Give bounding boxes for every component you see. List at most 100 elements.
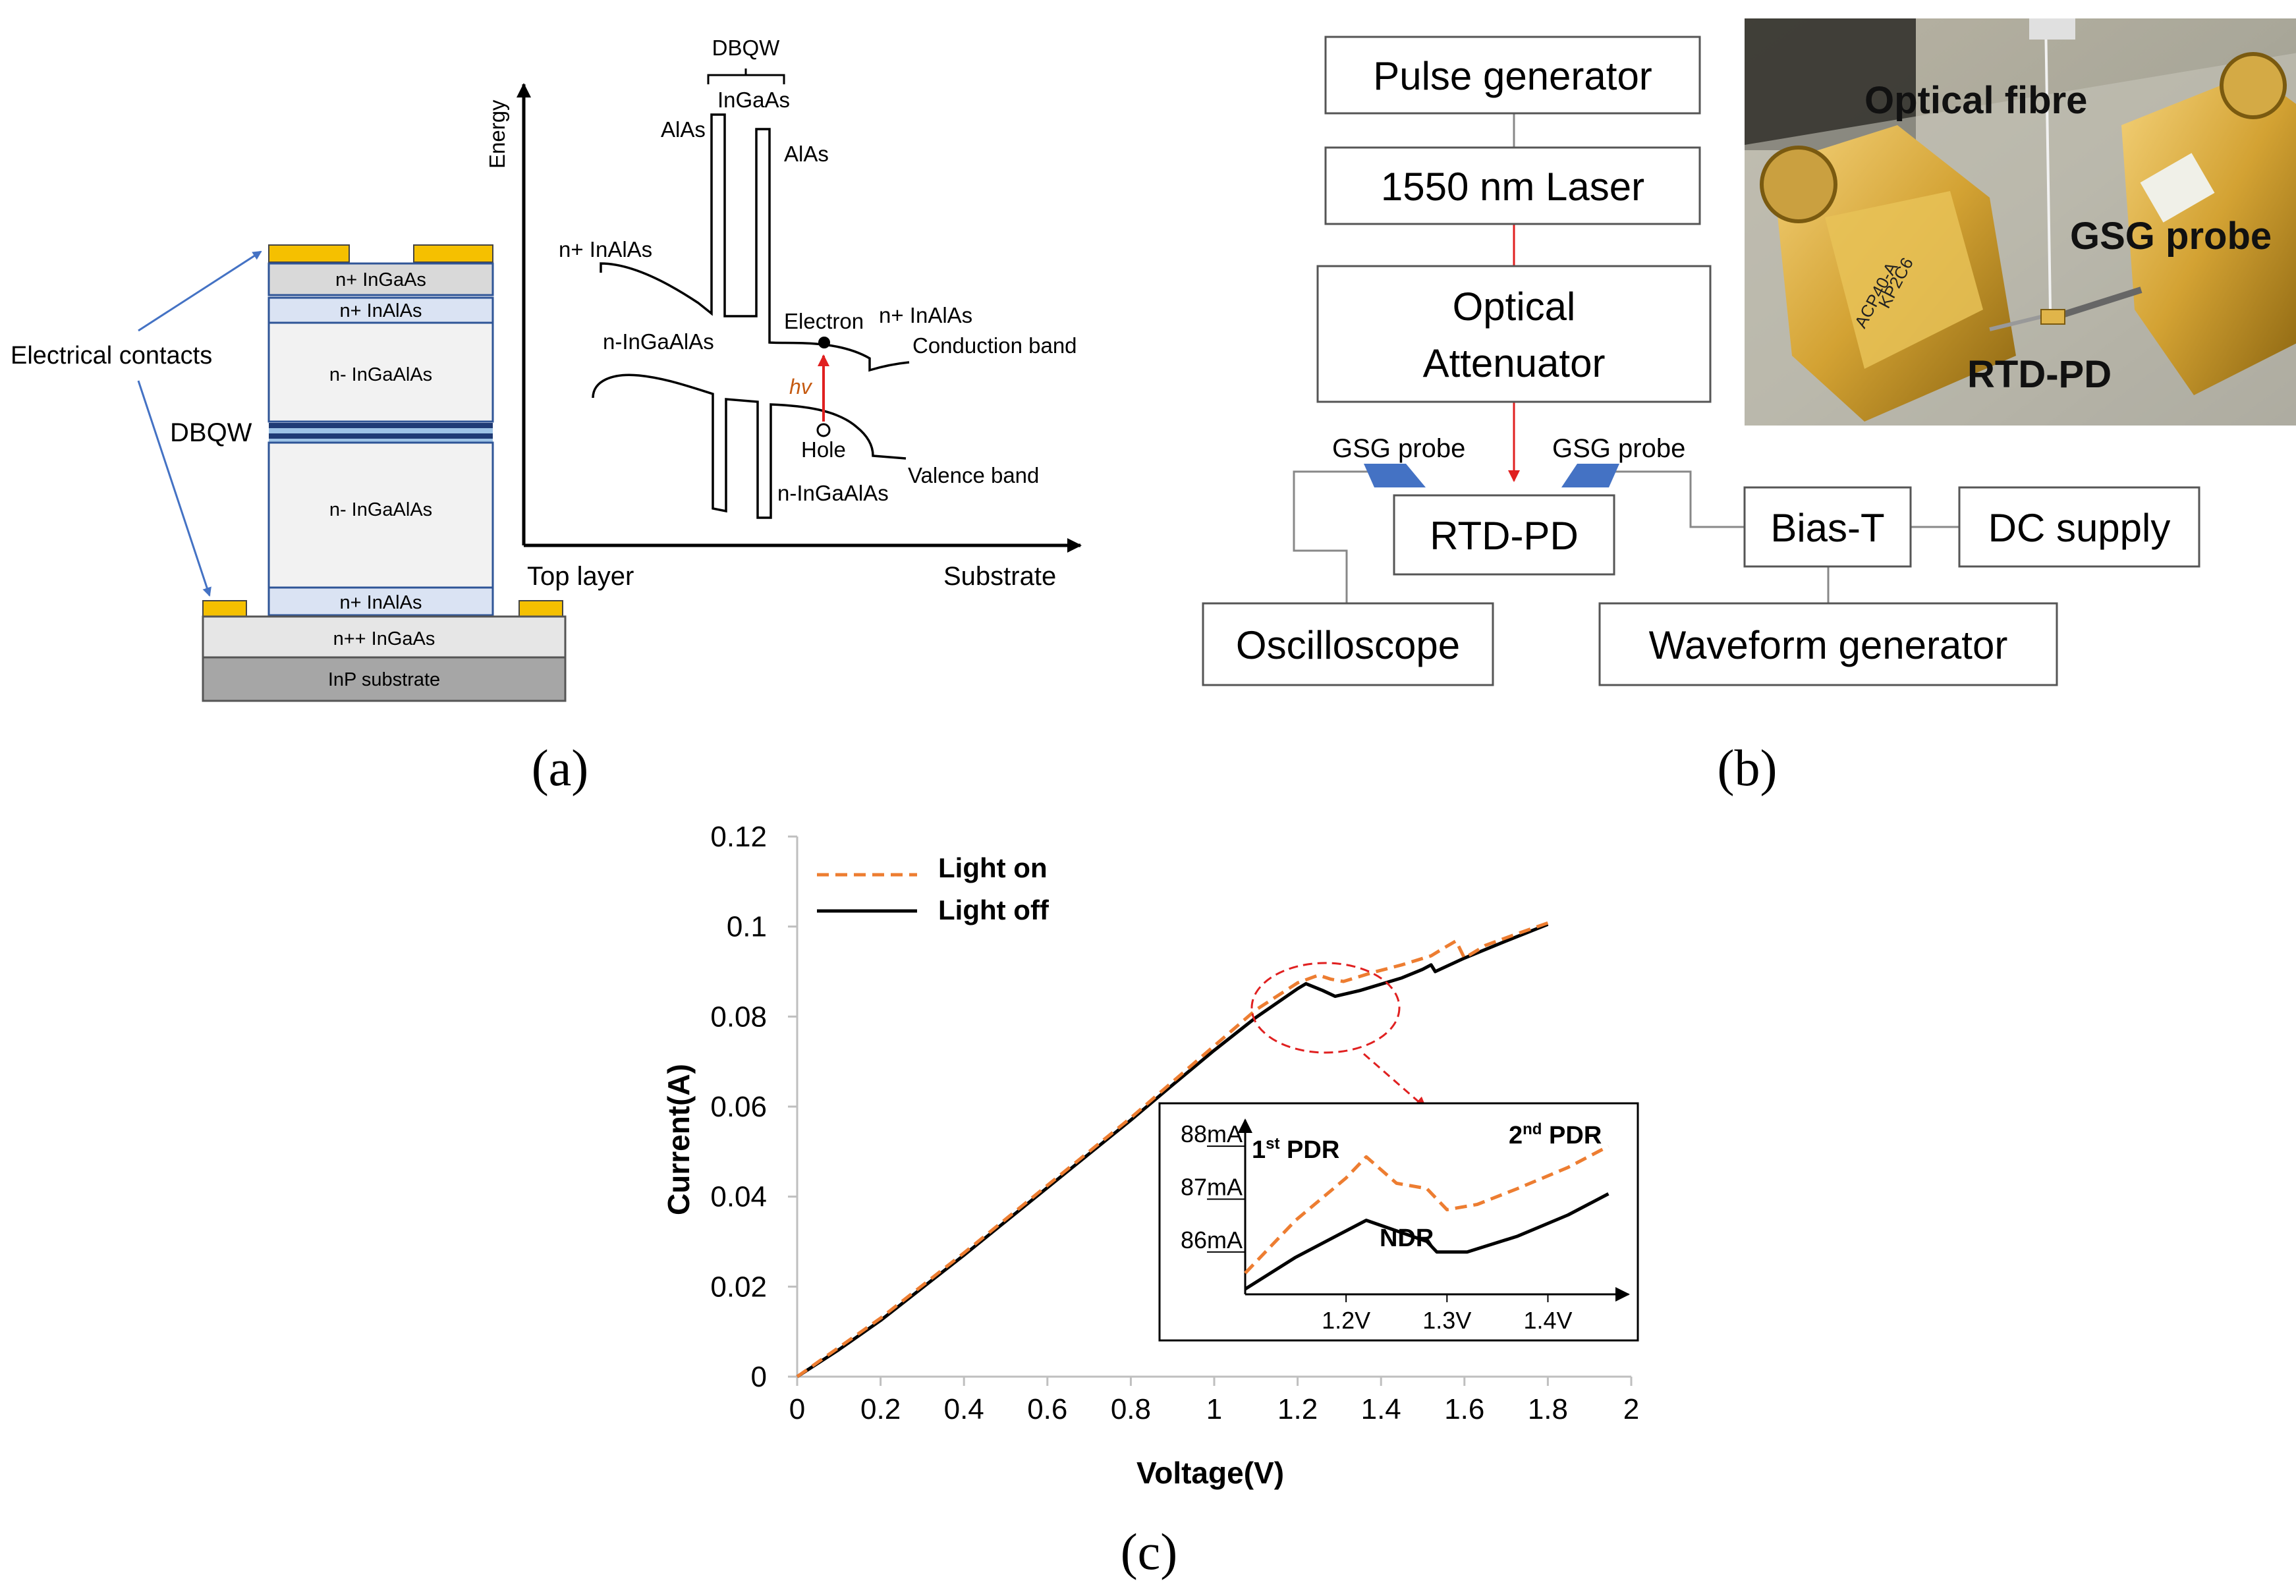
annotation-2nd-pdr-text: 2nd PDR — [1509, 1120, 1602, 1149]
valence-band-label: Valence band — [908, 463, 1039, 487]
gsg-probe-right — [1561, 464, 1619, 487]
fibre-holder — [2029, 18, 2075, 40]
gsg-probe-right-label: GSG probe — [1552, 434, 1685, 463]
zoom-highlight-ellipse — [1250, 962, 1401, 1054]
zoom-pointer-arrow — [1363, 1053, 1427, 1109]
panel-c-label: (c) — [1121, 1523, 1178, 1580]
layer-label: n+ InAlAs — [340, 300, 422, 321]
annotation-1st-pdr-text: 1st PDR — [1252, 1135, 1339, 1164]
annotation-2nd-pdr: 2nd PDR — [1509, 1120, 1602, 1149]
series-light-off — [796, 922, 1549, 1379]
x-axis-title: Voltage(V) — [1136, 1456, 1284, 1490]
contact-arrow-bottom — [137, 380, 211, 597]
inset-y-tick-label: 87mA — [1181, 1173, 1243, 1200]
main-chart-plot: 0 0.2 0.4 0.6 0.8 1 1.2 1.4 1.6 1.8 2 0 0.02 0.04 0.06… — [710, 821, 1639, 1425]
inset-frame — [1158, 1102, 1639, 1342]
y-tick-label: 0 — [751, 1361, 767, 1393]
layer-stack: n+ InGaAs n+ InAlAs n- InGaAlAs n- InGaA… — [11, 244, 567, 702]
panel-a-label: (a) — [532, 739, 589, 796]
photo-gsg-probe-label: GSG probe — [2070, 215, 2272, 258]
layer-n-minus-ingaalas-top — [267, 321, 494, 423]
oscilloscope-line — [1293, 470, 1372, 603]
contact-arrow-top — [138, 250, 262, 332]
inset-x-tick-label: 1.4V — [1523, 1307, 1572, 1334]
top-contact-right — [413, 244, 493, 263]
x-tick-label: 0.8 — [1111, 1393, 1151, 1425]
attenuator-label-2: Attenuator — [1423, 341, 1606, 385]
dbqw-well — [269, 428, 493, 433]
well-label: InGaAs — [717, 88, 790, 112]
legend-light-on-label: Light on — [938, 852, 1048, 883]
right-probe-body — [2121, 72, 2296, 395]
layer-inp-substrate — [202, 656, 567, 702]
n-plus-inalas-right: n+ InAlAs — [879, 303, 972, 327]
dbqw-label: DBQW — [170, 418, 252, 447]
bias-t-box — [1743, 486, 1912, 568]
y-axis-title: Current(A) — [661, 1064, 696, 1215]
photon-label: hv — [789, 375, 813, 399]
barrier-left-label: AlAs — [661, 117, 706, 142]
top-contact-left — [268, 244, 350, 263]
oscilloscope-label: Oscilloscope — [1236, 623, 1460, 667]
inset-x-tick-label: 1.2V — [1322, 1307, 1370, 1334]
x-tick-label: 1.2 — [1277, 1393, 1318, 1425]
annotation-ndr: NDR — [1380, 1225, 1434, 1252]
dbqw-spacer — [269, 439, 493, 443]
x-tick-label: 1.8 — [1528, 1393, 1568, 1425]
energy-label: Energy — [485, 99, 509, 169]
attenuator-label-1: Optical — [1453, 285, 1576, 329]
photo-optical-fibre-label: Optical fibre — [1864, 79, 2087, 122]
layer-label: n- InGaAlAs — [329, 499, 432, 520]
pulse-generator-label: Pulse generator — [1373, 54, 1652, 98]
left-probe-face — [1825, 191, 1983, 369]
x-tick-label: 0 — [789, 1393, 805, 1425]
barrier-right-label: AlAs — [784, 142, 829, 166]
inset-x-tick-label: 1.3V — [1422, 1307, 1471, 1334]
x-tick-label: 1 — [1206, 1393, 1222, 1425]
dbqw-top-label: DBQW — [712, 36, 781, 60]
electrical-contacts-label: Electrical contacts — [11, 342, 212, 370]
layer-label: n+ InGaAs — [335, 269, 426, 290]
x-tick-label: 2 — [1623, 1393, 1639, 1425]
inset-series-light-off — [1244, 1192, 1610, 1291]
n-ingaalas-right: n-InGaAlAs — [777, 481, 889, 505]
x-tick-label: 1.6 — [1444, 1393, 1484, 1425]
layer-label: n- InGaAlAs — [329, 364, 432, 385]
setup-diagram: Pulse generator 1550 nm Laser Optical At… — [1202, 36, 2200, 686]
dbqw-barrier-1 — [269, 423, 493, 428]
inset-y-tick-label: 86mA — [1181, 1226, 1243, 1253]
rtd-pd-chip — [2040, 309, 2065, 325]
y-tick-label: 0.08 — [710, 1001, 767, 1033]
left-probe-connector — [1760, 146, 1837, 223]
layer-n-plus-inalas-bottom — [267, 586, 494, 617]
rtd-pd-label: RTD-PD — [1430, 514, 1579, 558]
dbqw-bracket — [707, 69, 785, 84]
layer-n-plus-ingaas — [267, 262, 494, 296]
y-tick-label: 0.06 — [710, 1091, 767, 1123]
bias-t-label: Bias-T — [1770, 506, 1884, 550]
gsg-probe-left — [1364, 464, 1426, 487]
annotation-1st-pdr: 1st PDR — [1252, 1135, 1339, 1164]
waveform-generator-label: Waveform generator — [1649, 623, 2008, 667]
series-light-on — [796, 921, 1549, 1379]
probe-tip-left — [1989, 313, 2050, 331]
dc-supply-box — [1958, 486, 2200, 568]
iv-chart: 0 0.2 0.4 0.6 0.8 1 1.2 1.4 1.6 1.8 2 0 0.02 0.04 0.06… — [661, 821, 1639, 1490]
laser-label: 1550 nm Laser — [1381, 165, 1644, 209]
x-tick-label: 0.6 — [1027, 1393, 1067, 1425]
conduction-band — [600, 113, 910, 372]
oscilloscope-box — [1202, 602, 1494, 686]
panel-b-label: (b) — [1718, 739, 1778, 796]
inset-series-light-on — [1244, 1144, 1610, 1275]
electron-label: Electron — [784, 309, 864, 333]
inset-y-tick-label: 88mA — [1181, 1120, 1243, 1147]
gsg-probe-left-label: GSG probe — [1332, 434, 1465, 463]
y-tick-label: 0.12 — [710, 821, 767, 853]
bottom-contact-left — [202, 600, 247, 617]
setup-photo: ACP40-A KP2C6 Optical fibre GSG probe RT… — [1745, 18, 2296, 426]
hole-circle — [816, 423, 831, 437]
n-plus-inalas-left: n+ InAlAs — [559, 237, 652, 261]
x-tick-label: 1.4 — [1361, 1393, 1401, 1425]
conduction-band-label: Conduction band — [912, 333, 1077, 358]
optical-fibre-line — [2044, 18, 2052, 310]
